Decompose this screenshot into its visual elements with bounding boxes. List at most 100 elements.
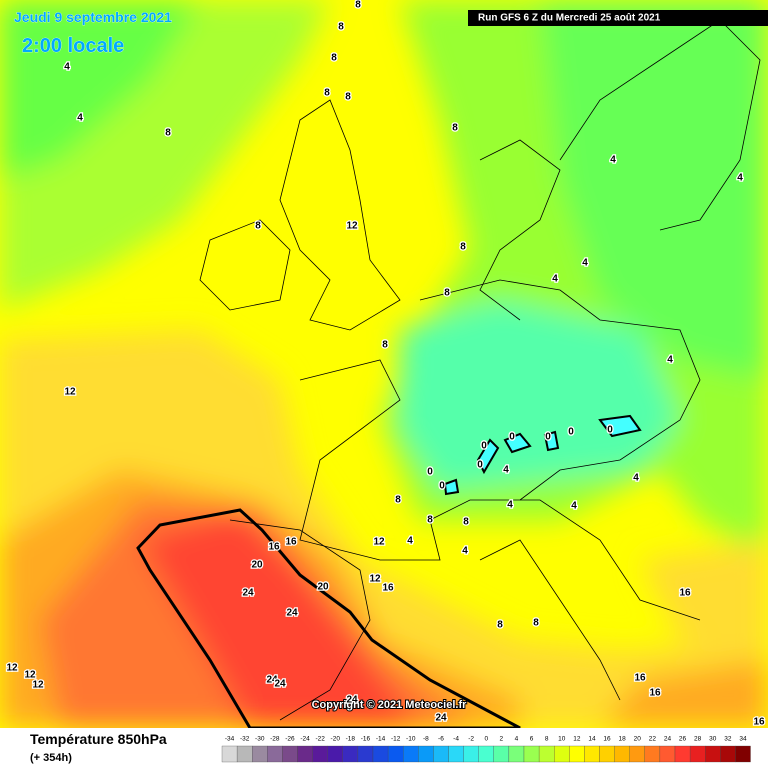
scale-label: -22 (315, 736, 325, 743)
scale-label: 20 (634, 736, 642, 743)
contour-label: 12 (64, 387, 76, 398)
contour-label: 4 (503, 465, 509, 476)
contour-label: 12 (6, 663, 18, 674)
scale-cell (267, 745, 283, 763)
contour-label: 4 (64, 62, 70, 73)
scale-label: -28 (270, 736, 280, 743)
contour-label: 24 (266, 675, 278, 686)
contour-label: 8 (165, 128, 171, 139)
contour-label: 8 (533, 618, 539, 629)
contour-label: 0 (545, 432, 551, 443)
contour-label: 8 (331, 53, 337, 64)
scale-cell (357, 745, 374, 763)
contour-label: 20 (251, 560, 263, 571)
scale-cell (312, 745, 328, 763)
contour-label: 8 (324, 88, 330, 99)
contour-label: 4 (610, 155, 616, 166)
contour-label: 16 (634, 673, 646, 684)
scale-cell (614, 745, 630, 763)
contour-label: 0 (427, 467, 433, 478)
scale-cell (221, 745, 238, 763)
scale-cell (387, 745, 404, 763)
footer-title: Température 850hPa (30, 731, 167, 747)
contour-label: 4 (462, 546, 468, 557)
scale-label: 22 (649, 736, 657, 743)
scale-label: -32 (240, 736, 250, 743)
scale-cell (282, 745, 298, 763)
scale-label: 26 (679, 736, 687, 743)
contour-label: 8 (444, 288, 450, 299)
contour-label: 16 (268, 542, 280, 553)
scale-cell (523, 745, 540, 763)
scale-cell (433, 745, 449, 763)
contour-label: 0 (509, 432, 515, 443)
scale-cell (448, 745, 464, 763)
contour-label: 24 (435, 713, 447, 724)
scale-cell (629, 745, 645, 763)
scale-label: -4 (453, 736, 459, 743)
scale-cell (418, 745, 434, 763)
scale-cell (674, 745, 691, 763)
scale-label: 34 (739, 736, 747, 743)
footer-subtitle: (+ 354h) (30, 752, 72, 764)
scale-cell (538, 745, 555, 763)
contour-label: 4 (77, 113, 83, 124)
scale-label: 32 (724, 736, 732, 743)
contour-label: 8 (382, 340, 388, 351)
contour-label: 16 (382, 583, 394, 594)
contour-label: 4 (571, 501, 577, 512)
color-scale: -34 -32 -30 -28 -26 -24 -22 -20 -18 -16 -14 -12 -10-… (221, 736, 751, 763)
contour-label: 4 (552, 274, 558, 285)
contour-label: 8 (355, 0, 361, 11)
contour-label: 8 (460, 242, 466, 253)
scale-cell (705, 745, 721, 763)
scale-label: 4 (515, 736, 519, 743)
scale-cell (508, 745, 525, 763)
scale-label: 12 (573, 736, 581, 743)
scale-cell (236, 745, 253, 763)
contour-label: 8 (452, 123, 458, 134)
scale-label: -10 (406, 736, 416, 743)
scale-label: -6 (438, 736, 444, 743)
scale-label: -20 (331, 736, 341, 743)
scale-cell (297, 745, 313, 763)
scale-cell (689, 745, 706, 763)
scale-label: 24 (664, 736, 672, 743)
scale-label: -18 (346, 736, 356, 743)
contour-label: 0 (568, 427, 574, 438)
scale-label: -30 (255, 736, 265, 743)
contour-label: 4 (737, 173, 743, 184)
scale-cell (463, 745, 479, 763)
scale-label: 10 (558, 736, 566, 743)
contour-label: 16 (649, 688, 661, 699)
scale-label: -16 (361, 736, 371, 743)
contour-label: 4 (582, 258, 588, 269)
contour-label: 0 (607, 425, 613, 436)
scale-label: 16 (603, 736, 611, 743)
scale-cell (584, 745, 600, 763)
contour-label: 24 (242, 588, 254, 599)
contour-label: 16 (285, 537, 297, 548)
time: 2:00 locale (22, 35, 124, 57)
scale-cell (644, 745, 661, 763)
scale-cell (342, 745, 359, 763)
scale-label: 14 (588, 736, 596, 743)
scale-cell (478, 745, 494, 763)
scale-label: 30 (709, 736, 717, 743)
contour-label: 8 (395, 495, 401, 506)
contour-label: 0 (439, 481, 445, 492)
contour-label: 20 (317, 582, 329, 593)
contour-label: 4 (407, 536, 413, 547)
contour-label: 8 (427, 515, 433, 526)
contour-label: 4 (507, 500, 513, 511)
contour-label: 0 (481, 441, 487, 452)
contour-label: 24 (346, 695, 358, 706)
contour-label: 12 (346, 221, 358, 232)
scale-label: -14 (376, 736, 386, 743)
scale-cell (599, 745, 615, 763)
scale-cell (327, 745, 343, 763)
contour-label: 16 (753, 717, 765, 728)
contour-label: 8 (345, 92, 351, 103)
